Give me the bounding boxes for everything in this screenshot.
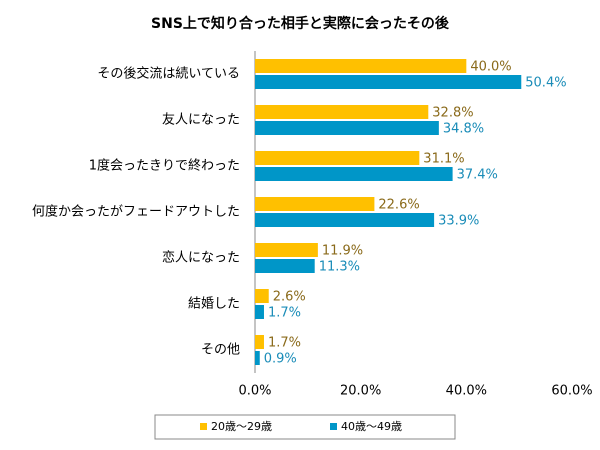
bar	[255, 105, 429, 119]
legend-label: 40歳～49歳	[341, 420, 402, 433]
y-tick-label: 結婚した	[188, 297, 240, 312]
legend-swatch	[330, 423, 337, 430]
bar	[255, 121, 439, 135]
x-tick-label: 0.0%	[238, 384, 271, 399]
value-label: 34.8%	[443, 122, 484, 137]
bar	[255, 197, 375, 211]
value-label: 2.6%	[273, 290, 306, 305]
x-tick-label: 60.0%	[551, 384, 592, 399]
bar	[255, 259, 315, 273]
value-label: 22.6%	[378, 198, 419, 213]
y-tick-label: 何度か会ったがフェードアウトした	[32, 204, 240, 220]
bar	[255, 167, 453, 181]
x-tick-label: 40.0%	[446, 384, 487, 399]
value-label: 50.4%	[525, 76, 566, 91]
y-tick-label: その後交流は続いている	[97, 66, 240, 82]
value-label: 0.9%	[264, 352, 297, 367]
y-tick-label: 友人になった	[162, 112, 240, 128]
bar	[255, 213, 435, 227]
value-label: 32.8%	[432, 106, 473, 121]
value-label: 11.9%	[322, 244, 363, 259]
x-tick-label: 20.0%	[340, 384, 381, 399]
bar	[255, 289, 269, 303]
value-label: 1.7%	[268, 336, 301, 351]
legend-swatch	[200, 423, 207, 430]
y-tick-label: その他	[201, 343, 240, 358]
bar	[255, 243, 318, 257]
y-tick-label: 1度会ったきりで終わった	[89, 158, 240, 174]
y-tick-label: 恋人になった	[162, 250, 240, 266]
bar	[255, 305, 264, 319]
bar	[255, 59, 467, 73]
legend-box	[154, 414, 456, 440]
chart-title: SNS上で知り合った相手と実際に会ったその後	[151, 15, 450, 32]
legend-label: 20歳～29歳	[211, 420, 272, 433]
bar	[255, 351, 260, 365]
bar	[255, 75, 522, 89]
value-label: 40.0%	[470, 60, 511, 75]
bar	[255, 335, 264, 349]
value-label: 33.9%	[438, 214, 479, 229]
bar	[255, 151, 420, 165]
value-label: 1.7%	[268, 306, 301, 321]
value-label: 37.4%	[457, 168, 498, 183]
value-label: 31.1%	[423, 152, 464, 167]
value-label: 11.3%	[319, 260, 360, 275]
